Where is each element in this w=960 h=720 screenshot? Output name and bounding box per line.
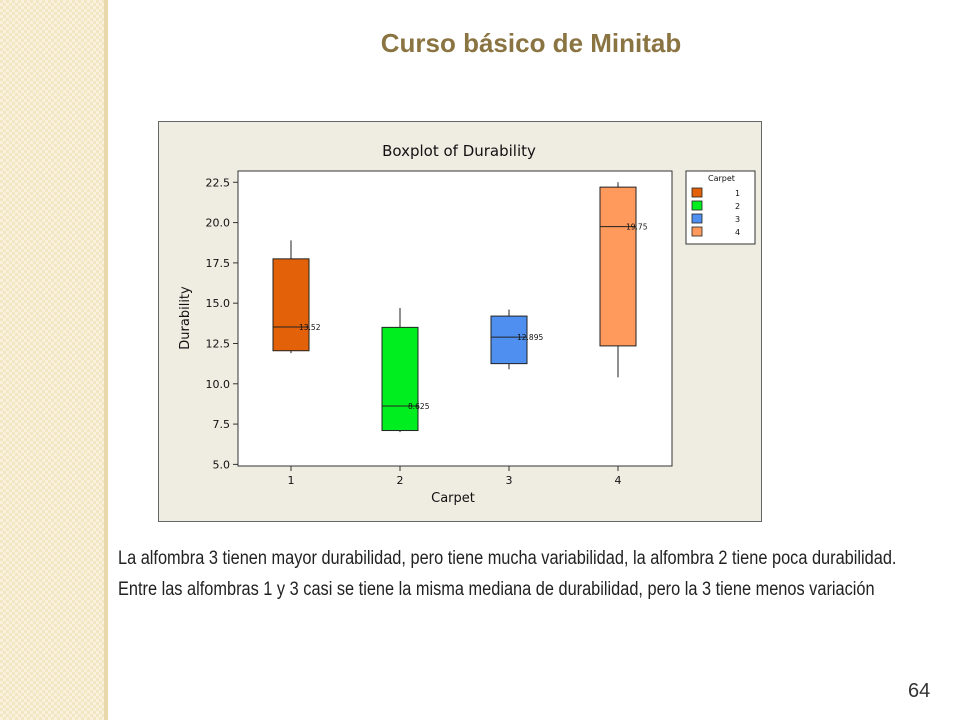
box-iqr (490, 315, 528, 365)
caption-line: Entre las alfombras 1 y 3 casi se tiene … (118, 579, 875, 600)
legend-entry-label: 4 (735, 228, 740, 237)
x-tick-label: 3 (506, 474, 513, 487)
median-label: 13.52 (299, 323, 321, 332)
box-1: 13.52 (272, 240, 321, 354)
median-label: 8.625 (408, 402, 430, 411)
y-axis-label: Durability (178, 286, 193, 350)
slide-title: Curso básico de Minitab (380, 28, 682, 58)
box-3: 12.895 (490, 309, 543, 370)
box-iqr (599, 186, 637, 347)
legend: Carpet 1 2 3 4 (685, 170, 756, 245)
legend-entry-label: 1 (735, 189, 740, 198)
median-label: 12.895 (517, 333, 543, 342)
y-tick-label: 7.5 (213, 418, 231, 431)
y-tick-label: 17.5 (206, 257, 231, 270)
boxplot-chart: Boxplot of Durability 5.0 7.5 10.0 12.5 15.0… (158, 121, 762, 522)
x-tick-label: 1 (288, 474, 295, 487)
x-tick-label: 2 (397, 474, 404, 487)
decorative-side-strip (0, 0, 106, 720)
legend-swatch (691, 226, 703, 237)
y-tick-label: 12.5 (206, 337, 231, 350)
caption-line: La alfombra 3 tienen mayor durabilidad, … (118, 548, 897, 569)
legend-title: Carpet (708, 174, 735, 183)
legend-swatch (691, 187, 703, 198)
legend-swatch (691, 200, 703, 211)
boxes-layer: 13.52 8.625 12.895 19.75 (272, 182, 648, 433)
box-2: 8.625 (381, 308, 430, 433)
y-tick-label: 22.5 (206, 176, 231, 189)
legend-entry-label: 3 (735, 215, 740, 224)
side-strip-edge (104, 0, 108, 720)
legend-entry-label: 2 (735, 202, 740, 211)
y-tick-label: 5.0 (213, 458, 231, 471)
y-axis: 5.0 7.5 10.0 12.5 15.0 17.5 20.0 22.5 (206, 176, 238, 471)
box-iqr (272, 258, 310, 352)
chart-svg: Boxplot of Durability 5.07.510.012.515.0… (158, 121, 762, 522)
box-iqr (381, 326, 419, 432)
y-tick-label: 10.0 (206, 378, 231, 391)
y-tick-label: 20.0 (206, 217, 231, 230)
page-number: 64 (908, 680, 931, 702)
box-4: 19.75 (599, 182, 648, 378)
x-axis-label: Carpet (431, 491, 475, 506)
chart-title: Boxplot of Durability (382, 142, 536, 160)
median-label: 19.75 (626, 223, 648, 232)
y-tick-label: 15.0 (206, 297, 231, 310)
legend-swatch (691, 213, 703, 224)
x-axis: 1 2 3 4 (288, 466, 622, 487)
caption-text: La alfombra 3 tienen mayor durabilidad, … (118, 543, 897, 605)
x-tick-label: 4 (615, 474, 622, 487)
